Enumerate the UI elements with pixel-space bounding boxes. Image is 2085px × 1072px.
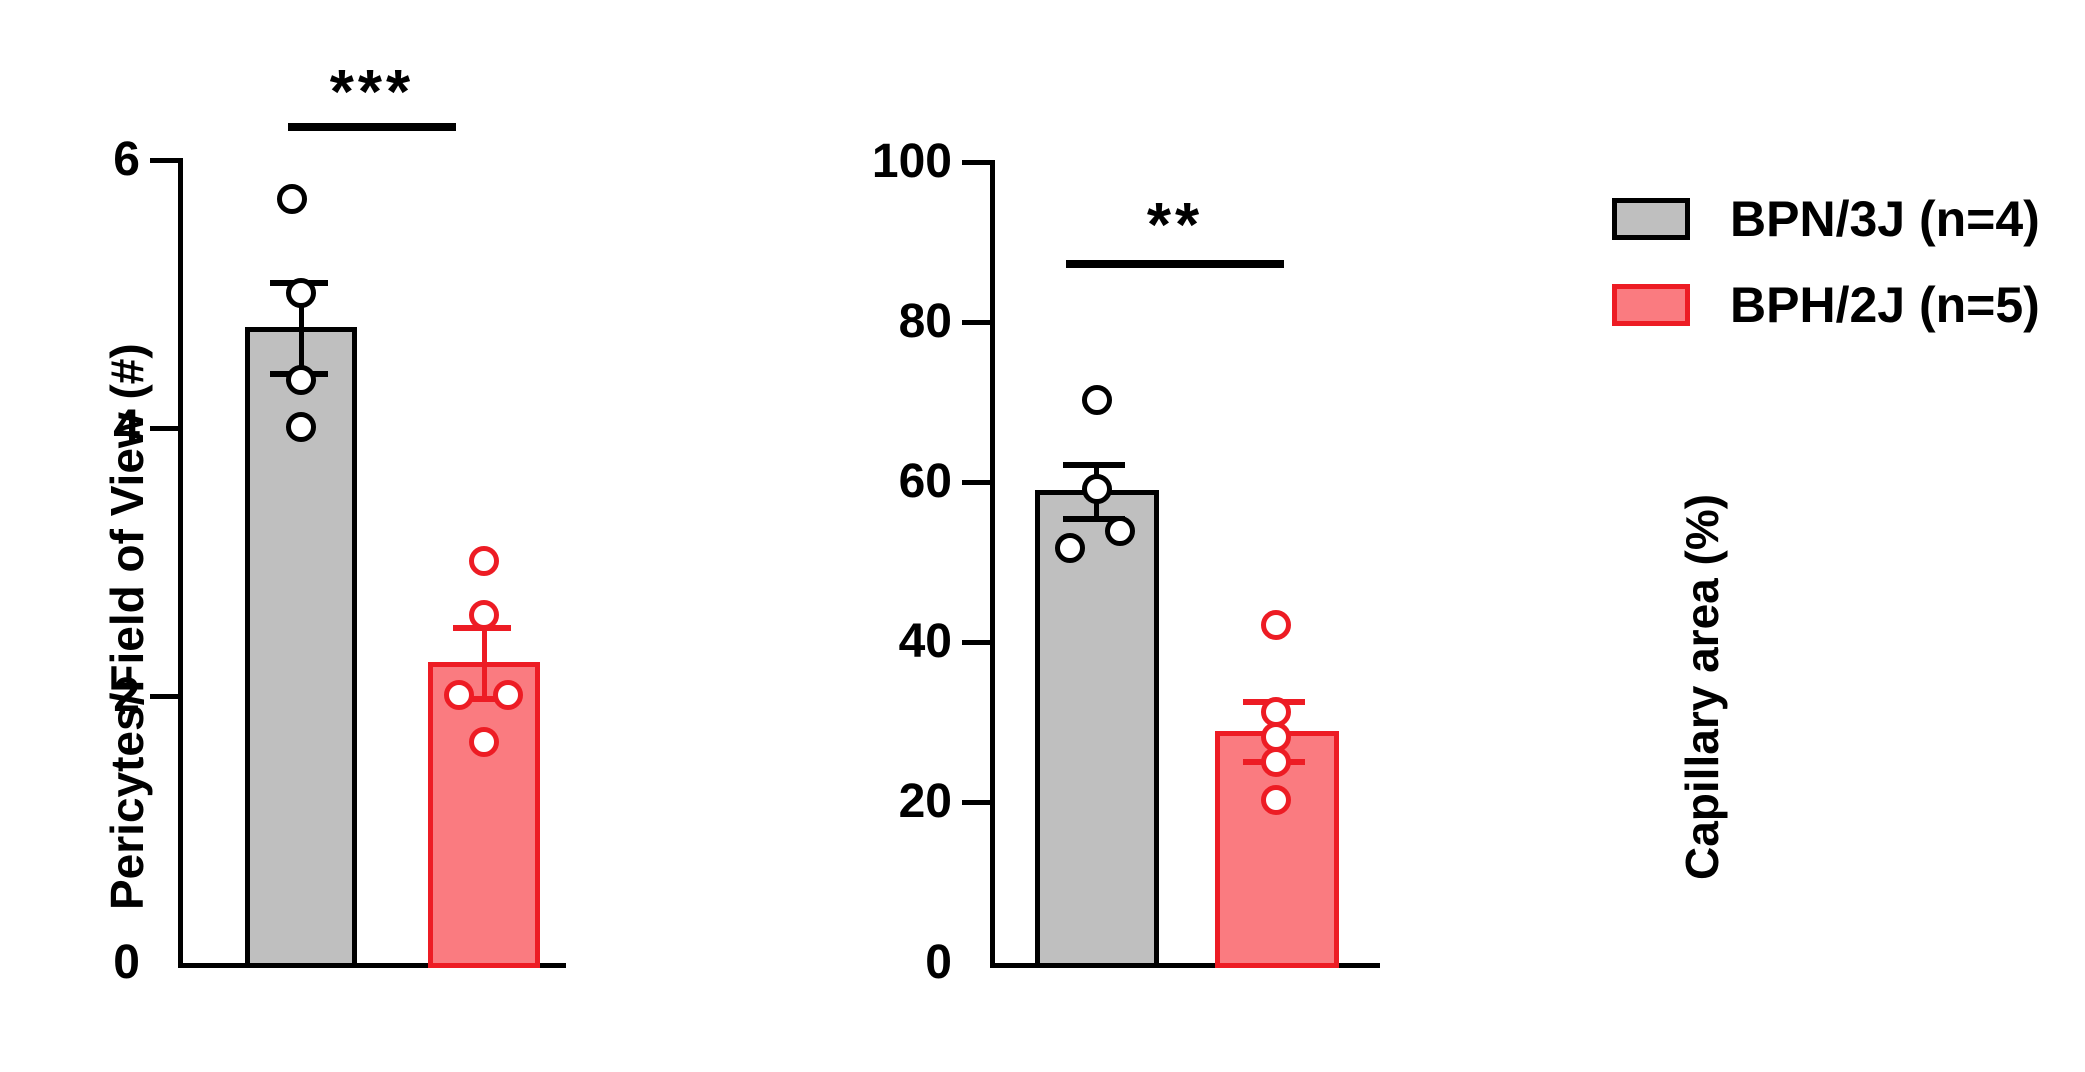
y-tick-mark-60-right xyxy=(962,480,992,485)
legend: BPN/3J (n=4) BPH/2J (n=5) xyxy=(1612,180,2040,352)
significance-stars-left: *** xyxy=(329,58,415,127)
y-axis-line-left xyxy=(178,158,183,968)
data-point[interactable] xyxy=(1082,474,1112,504)
y-tick-label-6-left: 6 xyxy=(113,133,140,186)
y-tick-mark-6-left xyxy=(150,158,180,163)
y-tick-label-40-right: 40 xyxy=(898,615,952,668)
data-point[interactable] xyxy=(1261,610,1291,640)
data-point[interactable] xyxy=(469,727,499,757)
data-point[interactable] xyxy=(1261,785,1291,815)
y-tick-label-20-right: 20 xyxy=(898,775,952,828)
data-point[interactable] xyxy=(469,546,499,576)
bar-bph2j-left[interactable] xyxy=(428,662,540,968)
error-bar-cap-lower-bph2j-left xyxy=(453,696,511,702)
y-tick-label-60-right: 60 xyxy=(898,455,952,508)
data-point[interactable] xyxy=(286,365,316,395)
data-point[interactable] xyxy=(286,412,316,442)
error-bar-line-bpn3j-left xyxy=(299,280,304,375)
y-tick-label-0-left: 0 xyxy=(113,936,140,989)
error-bar-line-bph2j-left xyxy=(482,625,487,701)
legend-swatch-gray-icon xyxy=(1612,198,1690,240)
data-point[interactable] xyxy=(444,680,474,710)
y-tick-label-0-right: 0 xyxy=(925,936,952,989)
data-point[interactable] xyxy=(277,184,307,214)
data-point[interactable] xyxy=(1055,533,1085,563)
error-bar-cap-upper-bpn3j-right xyxy=(1063,462,1125,468)
significance-stars-right: ** xyxy=(1146,191,1204,260)
data-point[interactable] xyxy=(286,278,316,308)
y-tick-label-100-right: 100 xyxy=(871,135,952,188)
data-point[interactable] xyxy=(1105,516,1135,546)
data-point[interactable] xyxy=(1261,747,1291,777)
y-tick-label-2-left: 2 xyxy=(113,669,140,722)
x-axis-line-right xyxy=(990,963,1380,968)
y-tick-label-80-right: 80 xyxy=(898,295,952,348)
y-tick-mark-80-right xyxy=(962,320,992,325)
data-point[interactable] xyxy=(1082,385,1112,415)
chart-panel-right: Capillary area (%) ** 100 80 60 40 20 0 xyxy=(820,0,1728,1072)
y-axis-line-right xyxy=(990,160,995,968)
y-axis-title-right: Capillary area (%) xyxy=(1676,493,1728,880)
legend-label-bph2j: BPH/2J (n=5) xyxy=(1730,277,2040,333)
significance-bar-left xyxy=(288,123,456,131)
y-tick-mark-100-right xyxy=(962,160,992,165)
legend-swatch-red-icon xyxy=(1612,284,1690,326)
data-point[interactable] xyxy=(469,600,499,630)
legend-item-bpn3j[interactable]: BPN/3J (n=4) xyxy=(1612,180,2040,258)
error-bar-cap-lower-bpn3j-right xyxy=(1063,516,1125,522)
y-tick-label-4-left: 4 xyxy=(113,401,140,454)
y-tick-mark-2-left xyxy=(150,694,180,699)
x-axis-line-left xyxy=(178,963,566,968)
y-tick-mark-4-left xyxy=(150,426,180,431)
data-point[interactable] xyxy=(493,680,523,710)
bar-bpn3j-right[interactable] xyxy=(1035,490,1159,968)
y-tick-mark-20-right xyxy=(962,800,992,805)
significance-bar-right xyxy=(1066,260,1284,268)
chart-panel-left: Pericytes/Field of View (#) *** 6 4 2 0 xyxy=(0,0,820,1072)
legend-label-bpn3j: BPN/3J (n=4) xyxy=(1730,191,2040,247)
y-tick-mark-40-right xyxy=(962,640,992,645)
legend-item-bph2j[interactable]: BPH/2J (n=5) xyxy=(1612,266,2040,344)
bar-bpn3j-left[interactable] xyxy=(245,327,357,968)
